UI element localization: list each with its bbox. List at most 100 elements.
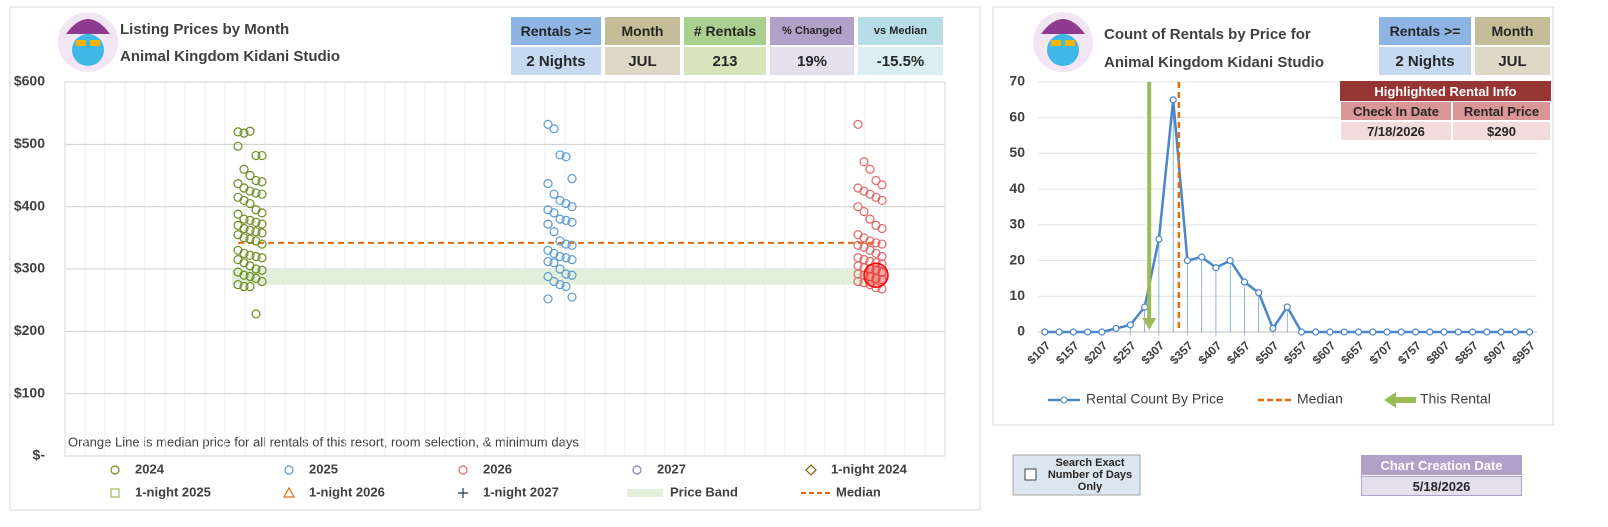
count-point bbox=[1141, 303, 1149, 311]
y-tick-label: 0 bbox=[1017, 323, 1025, 339]
data-point bbox=[251, 264, 261, 274]
data-point bbox=[877, 180, 887, 190]
data-point bbox=[543, 271, 553, 282]
count-point bbox=[1112, 324, 1120, 333]
x-tick-label: $307 bbox=[1138, 338, 1167, 367]
count-point bbox=[1369, 328, 1377, 336]
count-point bbox=[1269, 324, 1277, 333]
legend-label: 2027 bbox=[657, 461, 686, 476]
count-point bbox=[1084, 328, 1092, 336]
data-point bbox=[877, 223, 887, 234]
y-tick-label: 70 bbox=[1009, 73, 1025, 89]
data-point bbox=[871, 283, 881, 293]
x-tick-label: $957 bbox=[1509, 338, 1538, 367]
data-point bbox=[233, 141, 243, 151]
data-point bbox=[853, 202, 863, 212]
data-point bbox=[257, 189, 267, 199]
data-point bbox=[865, 236, 875, 246]
stat-value: 19% bbox=[770, 47, 854, 75]
count-point bbox=[1240, 278, 1249, 286]
data-point bbox=[245, 215, 255, 225]
x-tick-label: $557 bbox=[1281, 338, 1310, 367]
data-point bbox=[251, 309, 261, 319]
x-tick-label: $757 bbox=[1395, 338, 1424, 367]
right-title: Count of Rentals by Price for bbox=[1104, 26, 1311, 43]
data-point bbox=[853, 119, 863, 129]
stat-label: Rentals >= bbox=[511, 17, 601, 45]
highlight-point bbox=[863, 262, 889, 288]
checkbox-panel bbox=[1012, 454, 1141, 496]
y-tick-label: $200 bbox=[14, 322, 45, 338]
legend-marker bbox=[110, 465, 120, 475]
data-point bbox=[257, 208, 267, 218]
legend-marker bbox=[458, 465, 468, 475]
x-tick-label: $157 bbox=[1053, 338, 1082, 367]
legend-label: Median bbox=[836, 484, 881, 499]
data-point bbox=[257, 177, 267, 187]
legend-label: 1-night 2025 bbox=[135, 484, 211, 499]
data-point bbox=[251, 150, 261, 161]
data-point bbox=[251, 227, 261, 237]
genie-icon bbox=[58, 12, 118, 72]
checkbox-label: Search Exact Number of Days Only bbox=[1047, 457, 1133, 493]
data-point bbox=[543, 219, 553, 229]
highlight-value: $290 bbox=[1452, 121, 1551, 141]
data-point bbox=[567, 202, 577, 212]
y-tick-label: $500 bbox=[14, 135, 45, 151]
data-point bbox=[549, 227, 559, 237]
stat-value: -15.5% bbox=[858, 47, 943, 75]
data-point bbox=[245, 170, 255, 181]
count-point bbox=[1497, 328, 1505, 336]
data-point bbox=[871, 238, 881, 248]
x-tick-label: $857 bbox=[1452, 338, 1481, 367]
data-point bbox=[555, 264, 565, 274]
data-point bbox=[567, 270, 577, 280]
data-point bbox=[245, 225, 255, 235]
stat-label: # Rentals bbox=[684, 17, 766, 45]
count-point bbox=[1069, 328, 1077, 336]
data-point bbox=[257, 253, 267, 263]
legend-arrow bbox=[1384, 392, 1416, 408]
data-point bbox=[549, 189, 559, 199]
count-point bbox=[1525, 328, 1534, 336]
data-point bbox=[877, 195, 887, 206]
data-point bbox=[239, 164, 249, 174]
highlight-header: Rental Price bbox=[1452, 101, 1551, 121]
count-point bbox=[1155, 235, 1163, 243]
stat-value: 2 Nights bbox=[511, 47, 601, 75]
data-point bbox=[859, 157, 869, 167]
data-point bbox=[549, 258, 559, 268]
count-point bbox=[1183, 256, 1192, 265]
x-tick-label: $107 bbox=[1024, 338, 1053, 367]
data-point bbox=[561, 269, 571, 279]
legend-marker bbox=[458, 488, 468, 498]
data-point bbox=[853, 276, 863, 287]
data-point bbox=[555, 214, 565, 224]
data-point bbox=[543, 256, 553, 267]
count-point bbox=[1198, 253, 1206, 261]
legend-band bbox=[627, 489, 663, 497]
data-point bbox=[239, 214, 249, 224]
stat-label: Month bbox=[605, 17, 680, 45]
count-point bbox=[1483, 328, 1491, 336]
data-point bbox=[257, 239, 267, 249]
data-point bbox=[561, 215, 571, 225]
x-tick-label: $257 bbox=[1110, 338, 1139, 367]
data-point bbox=[251, 251, 261, 262]
count-point bbox=[1411, 328, 1420, 336]
data-point bbox=[561, 239, 571, 249]
highlight-title: Highlighted Rental Info bbox=[1340, 81, 1551, 101]
stat-value: 213 bbox=[684, 47, 766, 75]
data-point bbox=[239, 281, 249, 292]
data-point bbox=[245, 186, 255, 196]
count-point bbox=[1340, 328, 1348, 336]
data-point bbox=[555, 150, 565, 160]
count-point bbox=[1354, 328, 1363, 336]
data-point bbox=[865, 164, 875, 174]
data-point bbox=[245, 234, 255, 244]
checkbox[interactable] bbox=[1024, 468, 1037, 481]
data-point bbox=[245, 126, 255, 136]
data-point bbox=[543, 119, 553, 129]
